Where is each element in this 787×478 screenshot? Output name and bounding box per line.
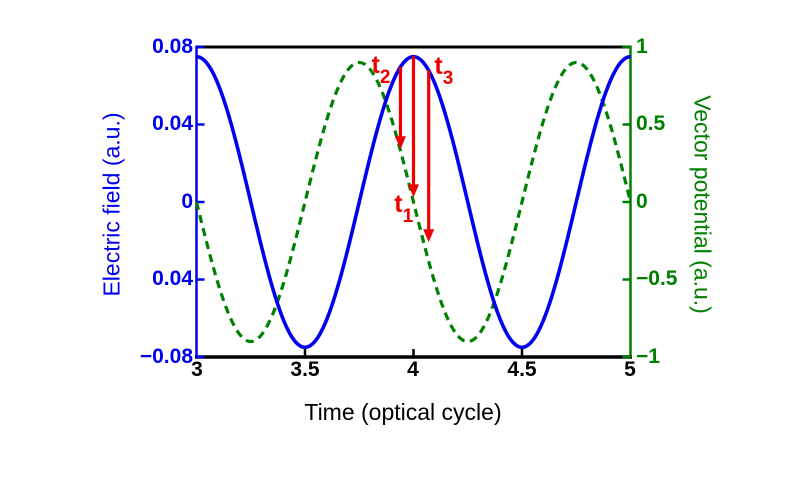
arrow-head — [394, 136, 406, 150]
left-tick-0: 0 — [181, 190, 193, 213]
x-axis-title: Time (optical cycle) — [304, 399, 502, 425]
right-tick-neg1: −1 — [636, 345, 660, 368]
right-tick-0: 0 — [636, 190, 648, 213]
arrow-head — [423, 229, 435, 243]
left-tick-0.04: 0.04 — [152, 112, 193, 135]
x-tick-4: 4 — [407, 358, 419, 381]
ionization-time-arrows — [394, 56, 435, 243]
left-tick-neg0.08: −0.08 — [139, 345, 193, 368]
left-axis-title: Electric field (a.u.) — [98, 112, 125, 297]
x-tick-3.5: 3.5 — [290, 358, 320, 381]
label-t1: t1 — [394, 190, 414, 228]
arrow-head — [408, 184, 419, 198]
right-tick-0.5: 0.5 — [636, 112, 666, 135]
left-tick-0.08: 0.08 — [152, 35, 193, 58]
right-tick-1: 1 — [636, 35, 648, 58]
x-tick-3: 3 — [191, 358, 203, 381]
arrow-t2 — [394, 67, 406, 150]
right-axis-ticks — [622, 45, 631, 359]
label-t3: t3 — [434, 52, 454, 90]
x-tick-4.5: 4.5 — [507, 358, 537, 381]
label-t2: t2 — [371, 50, 391, 88]
x-tick-5: 5 — [624, 358, 636, 381]
arrow-t3 — [423, 70, 435, 243]
vector-potential-curve — [194, 60, 633, 344]
right-tick-neg0.5: −0.5 — [636, 267, 678, 290]
right-axis-title: Vector potential (a.u.) — [689, 95, 716, 314]
x-axis-ticks — [303, 349, 524, 357]
left-tick-neg0.04: 0.04 — [152, 267, 193, 290]
arrow-t1 — [408, 56, 419, 198]
